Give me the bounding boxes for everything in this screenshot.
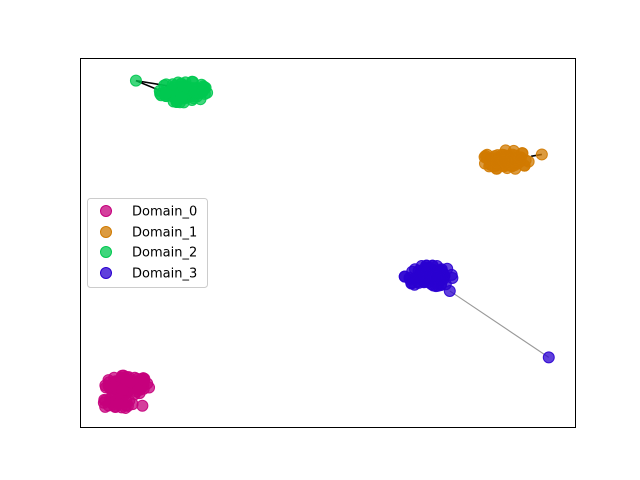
legend-label-domain-3: Domain_3: [132, 267, 197, 282]
legend-entry-domain-0: Domain_0: [100, 205, 197, 220]
data-point: [535, 148, 548, 161]
data-point: [120, 371, 133, 384]
legend-marker-domain-1: [100, 226, 112, 238]
series-domain-0: [97, 369, 156, 414]
data-point: [441, 262, 454, 275]
data-point: [499, 144, 512, 157]
data-point: [420, 259, 433, 272]
legend: Domain_0 Domain_1 Domain_2 Domain_3: [87, 198, 208, 288]
data-point: [481, 148, 494, 161]
data-point: [542, 351, 555, 364]
legend-label-domain-0: Domain_0: [132, 205, 197, 220]
data-point: [412, 270, 425, 283]
legend-marker-domain-2: [100, 246, 112, 258]
data-point: [160, 86, 173, 99]
data-point: [196, 84, 209, 97]
legend-entry-domain-3: Domain_3: [100, 267, 197, 282]
edge-0: [449, 290, 550, 358]
data-point: [136, 399, 149, 412]
series-domain-3: [398, 259, 555, 364]
legend-label-domain-2: Domain_2: [132, 246, 197, 261]
series-domain-1: [478, 144, 548, 175]
data-point: [119, 401, 132, 414]
legend-marker-domain-0: [100, 205, 112, 217]
legend-label-domain-1: Domain_1: [132, 226, 197, 241]
plot-area: [80, 58, 576, 428]
series-domain-2: [129, 74, 214, 109]
data-point: [497, 154, 510, 167]
data-point: [98, 393, 111, 406]
data-point: [175, 91, 188, 104]
data-point: [138, 374, 151, 387]
data-point: [129, 74, 142, 87]
data-point: [398, 270, 411, 283]
legend-entry-domain-1: Domain_1: [100, 226, 197, 241]
legend-entry-domain-2: Domain_2: [100, 246, 197, 261]
legend-box: [87, 198, 208, 288]
data-point: [514, 152, 527, 165]
data-point: [429, 271, 442, 284]
data-point: [443, 284, 456, 297]
data-point: [166, 78, 179, 91]
points-layer: [97, 74, 555, 414]
legend-marker-domain-3: [100, 267, 112, 279]
